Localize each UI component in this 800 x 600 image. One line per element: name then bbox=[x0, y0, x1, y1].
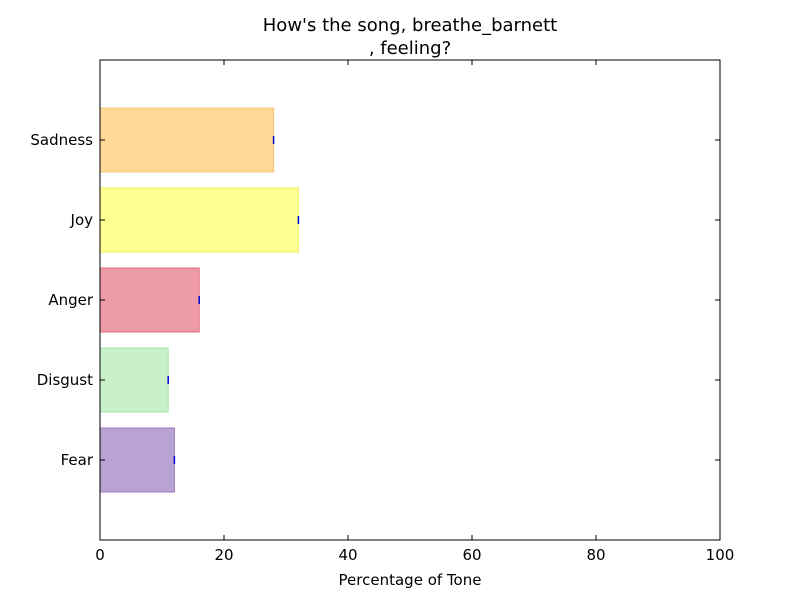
x-tick-label: 20 bbox=[214, 546, 233, 564]
x-tick-label: 80 bbox=[586, 546, 605, 564]
chart-title-line-2: , feeling? bbox=[369, 38, 451, 59]
x-tick-label: 60 bbox=[462, 546, 481, 564]
bars-layer bbox=[99, 107, 300, 493]
bar-fear bbox=[99, 427, 175, 493]
chart-title-line-1: How's the song, breathe_barnett bbox=[263, 15, 557, 36]
y-tick-label: Anger bbox=[48, 291, 94, 309]
x-tick-label: 40 bbox=[338, 546, 357, 564]
ticks-layer: Fear Disgust Anger Joy Sadness 0 20 40 60 80 100 bbox=[30, 60, 734, 564]
y-tick-label: Fear bbox=[61, 451, 94, 469]
x-axis-label: Percentage of Tone bbox=[339, 571, 482, 589]
bar-sadness bbox=[99, 107, 275, 173]
y-tick-label: Sadness bbox=[30, 131, 93, 149]
bar-joy bbox=[99, 187, 299, 253]
y-tick-label: Disgust bbox=[37, 371, 93, 389]
y-tick-label: Joy bbox=[70, 211, 94, 229]
bar-disgust bbox=[99, 347, 169, 413]
bar-anger bbox=[99, 267, 200, 333]
x-tick-label: 100 bbox=[706, 546, 735, 564]
x-tick-label: 0 bbox=[95, 546, 105, 564]
plot-frame bbox=[99, 59, 721, 541]
